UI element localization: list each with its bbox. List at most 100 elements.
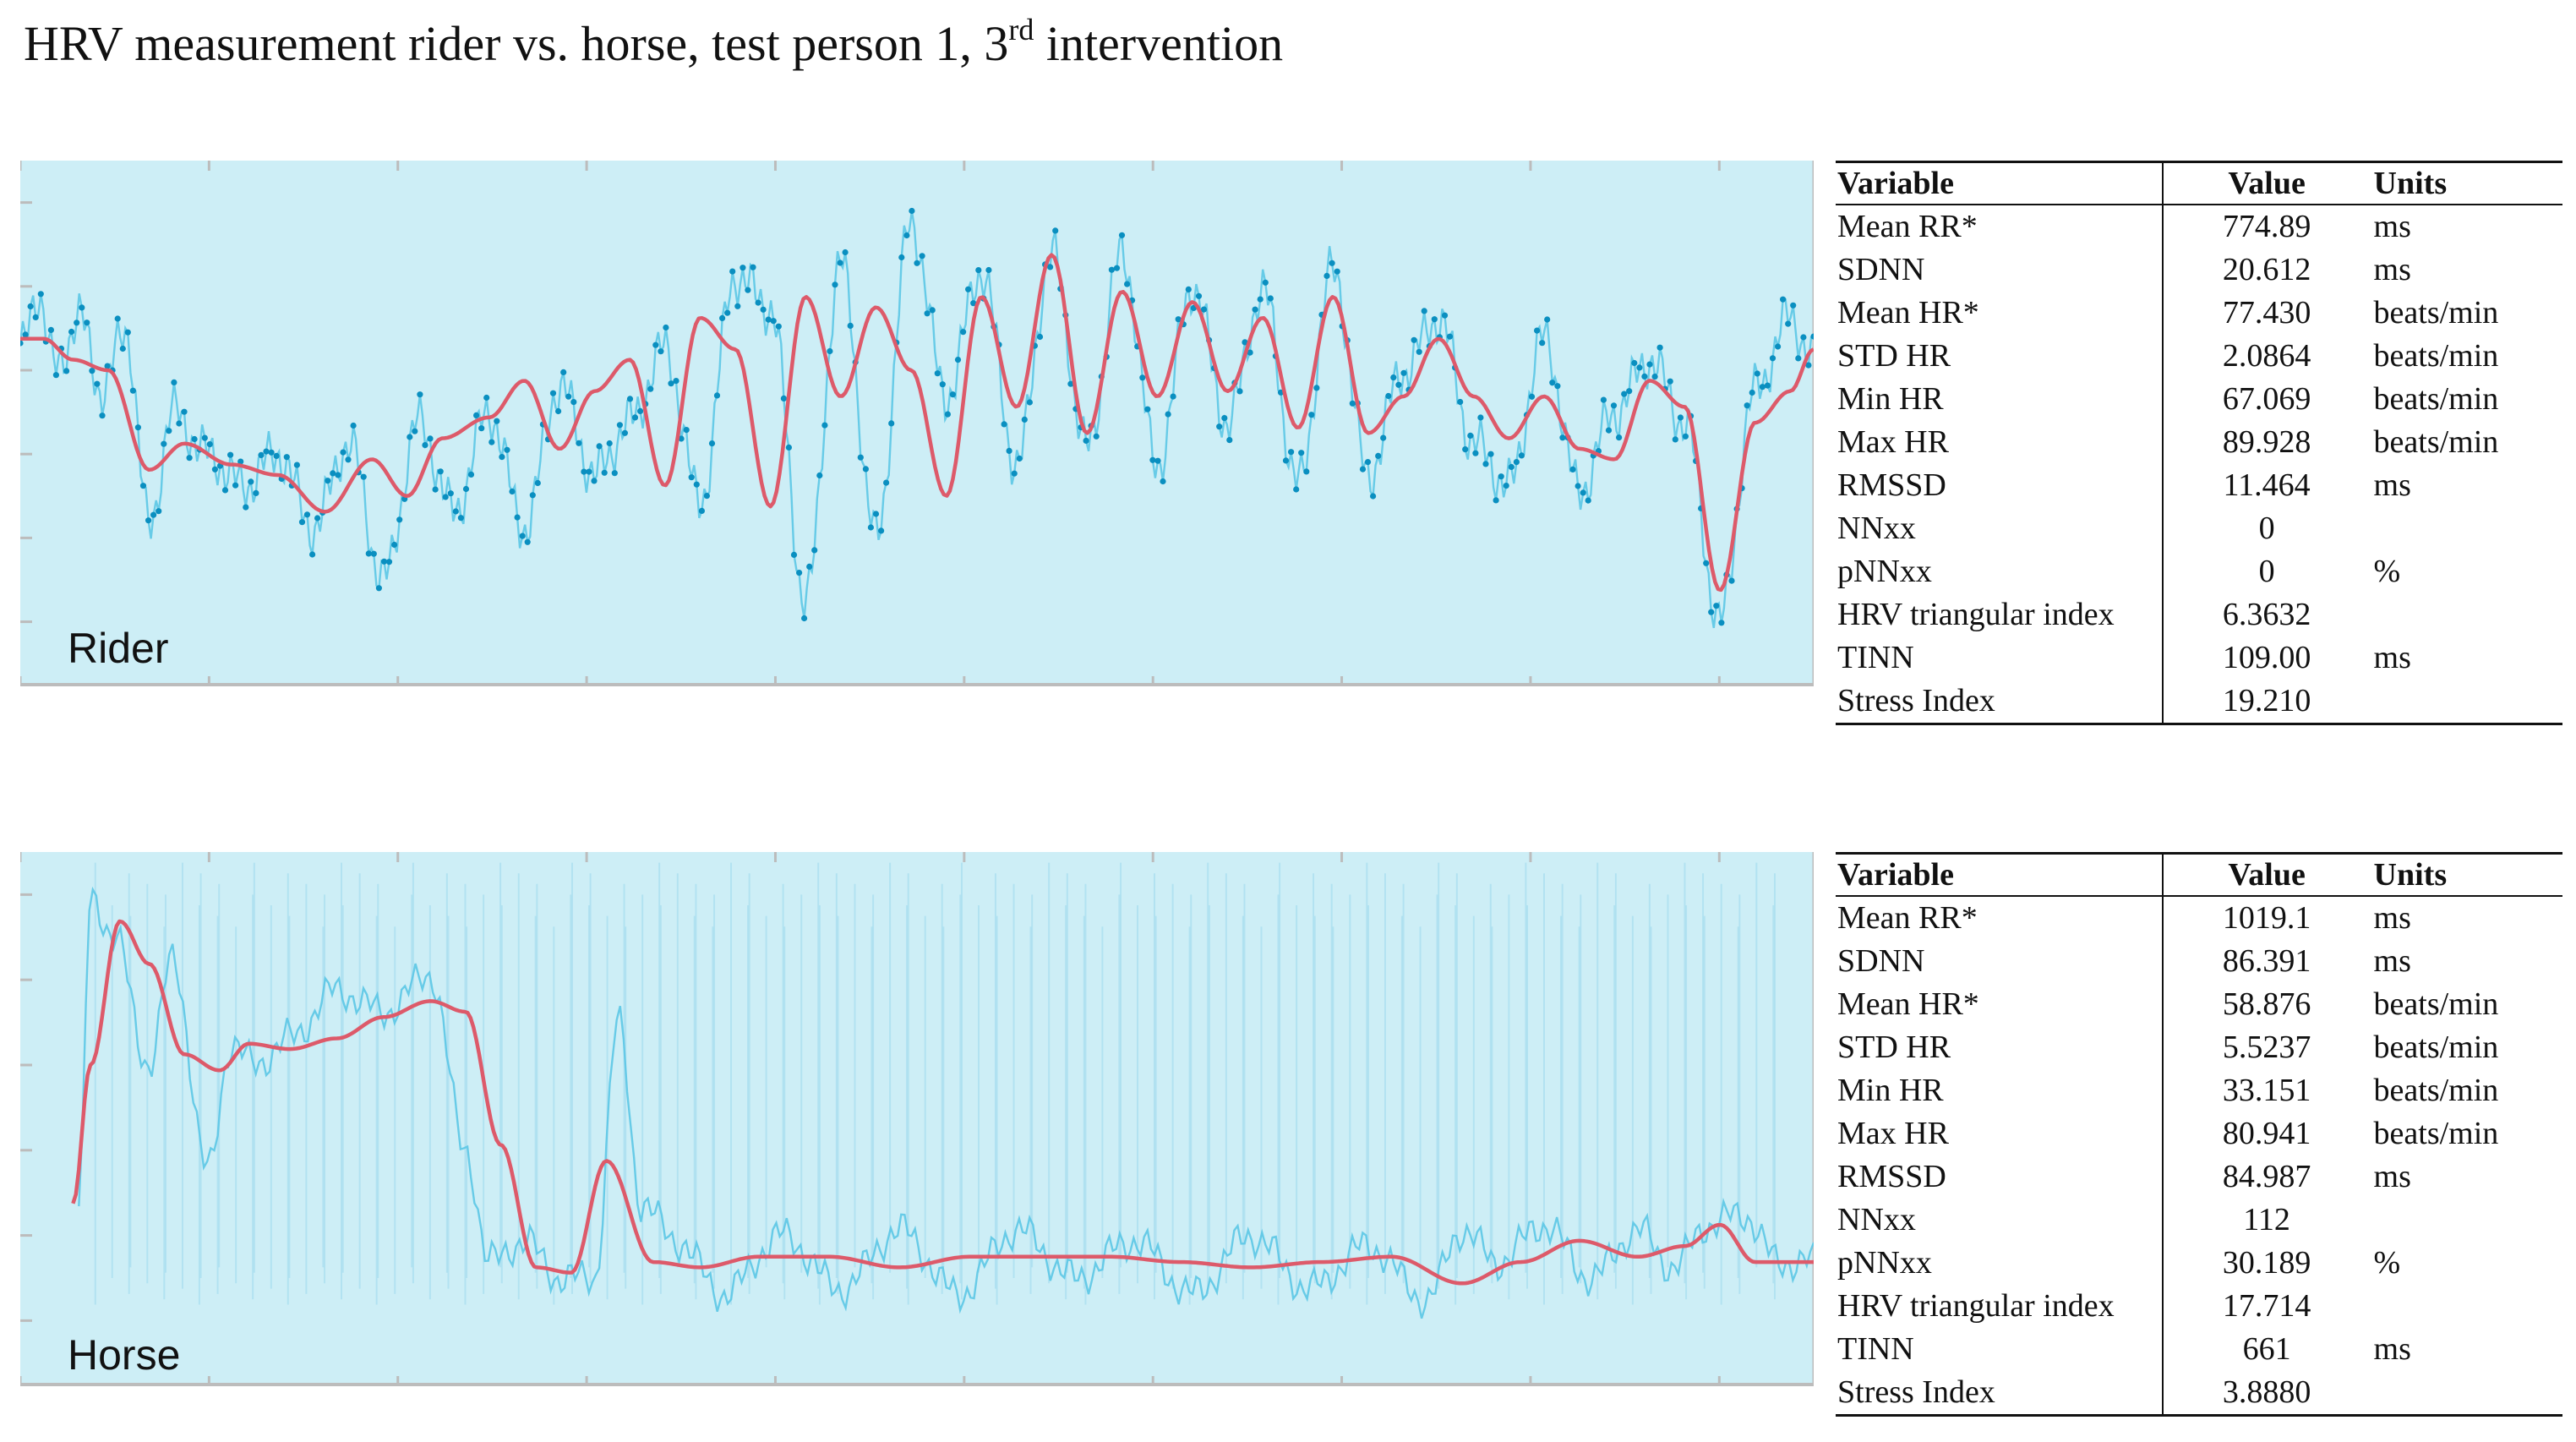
- horse-chart-label: Horse: [68, 1331, 181, 1379]
- rr-data-point: [89, 368, 96, 374]
- variable-cell: Mean HR*: [1836, 983, 2164, 1026]
- rr-data-point: [760, 306, 767, 313]
- value-cell: 19.210: [2222, 683, 2311, 718]
- rr-data-point: [1175, 316, 1182, 323]
- rr-data-point: [914, 259, 920, 266]
- rr-data-point: [1154, 457, 1161, 464]
- header-value: Value: [2162, 853, 2371, 897]
- units-cell: beats/min: [2373, 381, 2499, 417]
- value-cell: 33.151: [2222, 1073, 2311, 1108]
- table-row: HRV triangular index 17.714: [1836, 1285, 2562, 1328]
- rr-data-point: [442, 494, 449, 500]
- rr-data-point: [452, 508, 459, 515]
- rr-data-point: [1200, 306, 1208, 313]
- rr-data-point: [171, 379, 177, 385]
- rr-data-point: [1236, 388, 1243, 395]
- rr-data-point: [1677, 414, 1684, 421]
- rr-data-point: [1728, 577, 1735, 584]
- value-cell: 17.714: [2222, 1288, 2311, 1324]
- table-row: pNNxx 30.189%: [1836, 1242, 2562, 1285]
- rr-data-point: [483, 394, 490, 401]
- rr-data-point: [22, 331, 29, 338]
- table-row: Min HR 67.069 beats/min: [1836, 378, 2562, 421]
- rr-data-point: [806, 563, 813, 570]
- value-cell: 774.89: [2222, 209, 2311, 244]
- rr-data-point: [1467, 432, 1474, 439]
- rr-data-point: [447, 490, 454, 497]
- rr-data-point: [1580, 489, 1586, 496]
- rr-data-point: [232, 482, 239, 489]
- plot-background: [20, 161, 1814, 685]
- variable-cell: SDNN: [1836, 249, 2164, 292]
- variable-cell: HRV triangular index: [1836, 1285, 2164, 1328]
- rr-data-point: [391, 541, 398, 549]
- units-cell: beats/min: [2373, 424, 2499, 460]
- rr-data-point: [581, 468, 587, 475]
- rr-data-point: [909, 207, 915, 215]
- rr-data-point: [499, 454, 505, 461]
- rr-data-point: [601, 469, 608, 476]
- rr-data-point: [380, 558, 388, 565]
- variable-cell: STD HR: [1836, 335, 2164, 378]
- rr-data-point: [1400, 369, 1407, 376]
- rr-data-point: [1052, 227, 1059, 234]
- rr-data-point: [555, 407, 562, 415]
- rr-data-point: [1165, 411, 1171, 418]
- rr-data-point: [478, 425, 485, 432]
- rr-data-point: [560, 369, 567, 375]
- rr-data-point: [1503, 483, 1509, 489]
- rr-data-point: [1282, 457, 1290, 464]
- rr-data-point: [298, 519, 306, 526]
- rr-data-point: [1703, 560, 1710, 566]
- rr-data-point: [1431, 316, 1438, 323]
- table-row: Mean RR* 1019.1 ms: [1836, 896, 2562, 940]
- value-cell: 89.928: [2222, 424, 2311, 460]
- rr-data-point: [293, 462, 300, 468]
- units-cell: ms: [2373, 252, 2411, 287]
- rr-data-point: [273, 452, 280, 459]
- rr-data-point: [524, 538, 531, 545]
- rr-data-point: [1170, 393, 1176, 400]
- rr-data-point: [427, 435, 434, 442]
- rr-data-point: [1559, 434, 1566, 441]
- table-row: Mean RR* 774.89 ms: [1836, 205, 2562, 249]
- variable-cell: pNNxx: [1836, 550, 2164, 593]
- rr-data-point: [1667, 378, 1673, 385]
- rr-data-point: [227, 451, 234, 458]
- rr-data-point: [724, 309, 731, 316]
- rr-data-point: [1764, 382, 1771, 389]
- rr-data-point: [801, 614, 808, 622]
- rr-data-point: [745, 287, 751, 293]
- rr-data-point: [134, 424, 141, 431]
- header-variable: Variable: [1836, 853, 2164, 897]
- variable-cell: pNNxx: [1836, 1242, 2164, 1285]
- rr-data-point: [1672, 436, 1678, 443]
- rr-data-point: [919, 253, 925, 259]
- rr-data-point: [1446, 333, 1454, 340]
- variable-cell: Min HR: [1836, 1069, 2164, 1112]
- rr-data-point: [303, 511, 311, 518]
- rr-data-point: [652, 341, 659, 348]
- value-cell: 3.8880: [2222, 1374, 2311, 1410]
- rr-data-point: [462, 485, 470, 493]
- variable-cell: HRV triangular index: [1836, 593, 2164, 636]
- value-cell: 86.391: [2222, 943, 2311, 979]
- rr-data-point: [816, 472, 823, 479]
- rr-data-point: [1621, 391, 1628, 397]
- value-cell: 112: [2243, 1202, 2290, 1237]
- rr-data-point: [1359, 466, 1367, 472]
- rr-data-point: [1011, 470, 1018, 477]
- table-header-row: Variable Value Units: [1836, 161, 2562, 205]
- figure-title: HRV measurement rider vs. horse, test pe…: [24, 12, 1283, 72]
- table-row: NNxx 0: [1836, 507, 2562, 550]
- rr-data-point: [248, 478, 254, 485]
- rr-data-point: [898, 254, 905, 261]
- units-cell: ms: [2373, 1331, 2411, 1367]
- rr-data-point: [504, 446, 510, 453]
- rr-data-point: [437, 468, 444, 475]
- rr-data-point: [119, 345, 126, 352]
- rr-data-point: [1247, 349, 1253, 356]
- rr-data-point: [1221, 415, 1228, 422]
- rr-data-point: [683, 427, 690, 434]
- rr-data-point: [37, 291, 44, 298]
